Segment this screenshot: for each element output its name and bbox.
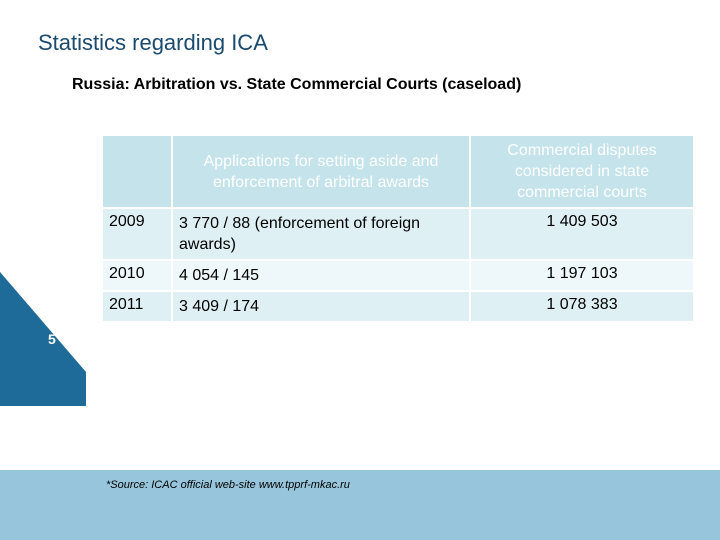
commercial-cell: 1 197 103 [471, 261, 693, 290]
header-cell-year [103, 136, 171, 207]
footer-band [0, 470, 720, 540]
commercial-cell: 1 078 383 [471, 292, 693, 321]
year-cell: 2009 [103, 209, 171, 259]
slide-title: Statistics regarding ICA [38, 30, 268, 55]
table-row: 2011 3 409 / 174 1 078 383 [103, 292, 693, 321]
year-cell: 2010 [103, 261, 171, 290]
year-cell: 2011 [103, 292, 171, 321]
source-note: *Source: ICAC official web-site www.tppr… [106, 479, 350, 491]
applications-cell: 4 054 / 145 [173, 261, 469, 290]
header-cell-applications: Applications for setting aside and enfor… [173, 136, 469, 207]
side-decoration-shape [0, 272, 86, 406]
applications-cell: 3 409 / 174 [173, 292, 469, 321]
slide-subtitle: Russia: Arbitration vs. State Commercial… [72, 76, 522, 93]
page-number: 5 [48, 331, 56, 347]
header-cell-commercial: Commercial disputes considered in state … [471, 136, 693, 207]
table-row: 2009 3 770 / 88 (enforcement of foreign … [103, 209, 693, 259]
commercial-cell: 1 409 503 [471, 209, 693, 259]
applications-cell: 3 770 / 88 (enforcement of foreign award… [173, 209, 469, 259]
table-row: 2010 4 054 / 145 1 197 103 [103, 261, 693, 290]
caseload-table: Applications for setting aside and enfor… [101, 134, 695, 323]
table-header-row: Applications for setting aside and enfor… [103, 136, 693, 207]
